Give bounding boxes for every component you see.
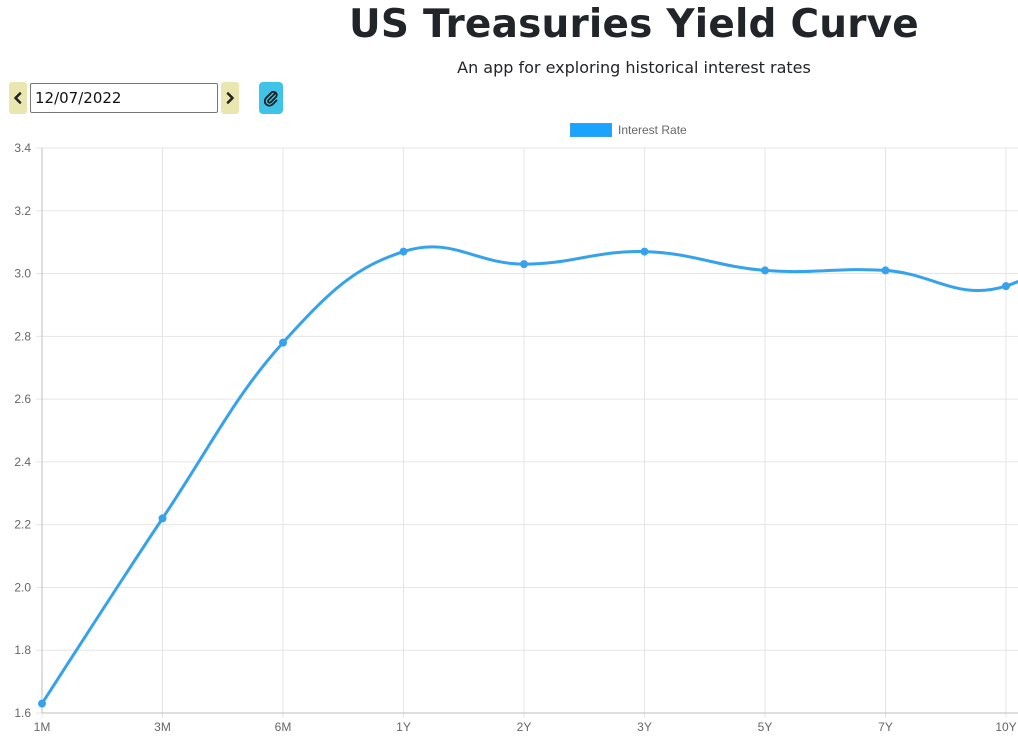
data-point-6m[interactable] — [279, 338, 287, 347]
data-point-10y[interactable] — [1002, 282, 1010, 291]
x-tick-label: 10Y — [995, 720, 1016, 734]
x-tick-label: 3M — [154, 720, 171, 734]
legend-swatch — [570, 123, 612, 137]
legend-label: Interest Rate — [618, 123, 687, 137]
paperclip-icon — [263, 90, 278, 107]
x-tick-label: 6M — [275, 720, 292, 734]
y-axis-ticks: 1.6 1.8 2.0 2.2 2.4 2.6 2.8 3.0 3.2 3.4 — [14, 141, 31, 720]
previous-date-button[interactable] — [9, 82, 27, 114]
y-tick-label: 3.2 — [14, 204, 31, 218]
chevron-left-icon — [14, 92, 22, 104]
x-tick-label: 3Y — [637, 720, 652, 734]
y-tick-label: 3.0 — [14, 267, 31, 281]
date-input[interactable] — [30, 83, 218, 113]
data-point-1m[interactable] — [38, 699, 46, 708]
x-axis-ticks: 1M3M6M1Y2Y3Y5Y7Y10Y20Y — [34, 720, 1017, 734]
x-tick-label: 2Y — [517, 720, 532, 734]
y-tick-label: 2.6 — [14, 392, 31, 406]
y-tick-label: 2.4 — [14, 455, 31, 469]
data-point-3y[interactable] — [640, 247, 649, 256]
chart-grid — [36, 147, 1018, 718]
y-tick-label: 2.0 — [14, 580, 31, 594]
date-controls — [9, 82, 283, 114]
data-point-7y[interactable] — [881, 266, 890, 275]
page-subtitle: An app for exploring historical interest… — [457, 58, 811, 77]
y-tick-label: 3.4 — [14, 141, 31, 155]
x-tick-label: 1Y — [396, 720, 411, 734]
data-point-1y[interactable] — [399, 247, 408, 256]
series-line-interest-rate — [40, 245, 1018, 705]
data-point-2y[interactable] — [520, 260, 528, 269]
x-tick-label: 5Y — [758, 720, 773, 734]
series-points — [38, 247, 1010, 708]
y-tick-label: 2.2 — [14, 518, 31, 532]
y-tick-label: 2.8 — [14, 329, 31, 343]
x-tick-label: 1M — [34, 720, 51, 734]
attach-button[interactable] — [259, 82, 283, 114]
next-date-button[interactable] — [221, 82, 239, 114]
data-point-3m[interactable] — [158, 514, 167, 523]
x-tick-label: 7Y — [878, 720, 893, 734]
chevron-right-icon — [226, 92, 234, 104]
y-tick-label: 1.8 — [14, 643, 31, 657]
page-title: US Treasuries Yield Curve — [349, 2, 919, 47]
chart-legend[interactable]: Interest Rate — [570, 123, 687, 137]
data-point-5y[interactable] — [761, 266, 769, 275]
y-tick-label: 1.6 — [14, 706, 31, 720]
